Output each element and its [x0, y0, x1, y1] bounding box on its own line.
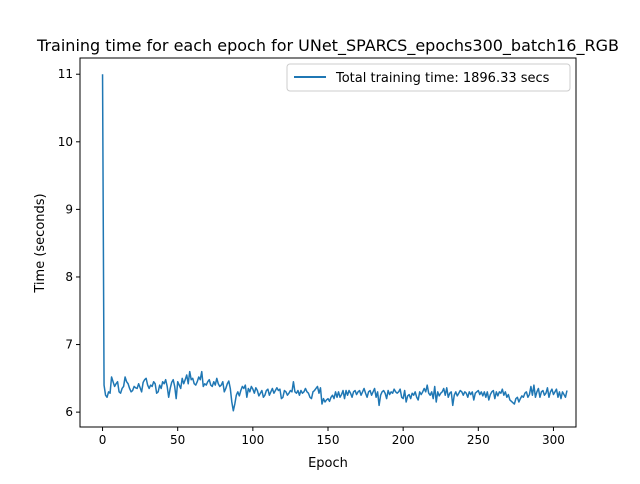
y-tick-label: 9 [65, 202, 73, 216]
legend: Total training time: 1896.33 secs [286, 63, 571, 92]
y-tick-label: 7 [65, 338, 73, 352]
y-tick-label: 11 [58, 67, 73, 81]
y-tick-label: 10 [58, 135, 73, 149]
x-tick-label: 300 [542, 433, 565, 447]
chart-title: Training time for each epoch for UNet_SP… [36, 36, 619, 56]
legend-entry-label: Total training time: 1896.33 secs [335, 71, 550, 86]
x-tick-label: 50 [170, 433, 185, 447]
x-tick-label: 150 [317, 433, 340, 447]
y-tick-label: 8 [65, 270, 73, 284]
legend-box [286, 63, 571, 92]
y-tick-label: 6 [65, 405, 73, 419]
y-axis: 6 7 8 9 10 11 [58, 67, 80, 419]
x-axis-label: Epoch [308, 456, 348, 471]
series-line [101, 74, 568, 412]
x-tick-label: 0 [99, 433, 107, 447]
x-axis: 0 50 100 150 200 250 300 [99, 427, 565, 447]
y-axis-label: Time (seconds) [33, 193, 48, 293]
x-tick-label: 250 [467, 433, 490, 447]
x-tick-label: 100 [241, 433, 264, 447]
x-tick-label: 200 [392, 433, 415, 447]
